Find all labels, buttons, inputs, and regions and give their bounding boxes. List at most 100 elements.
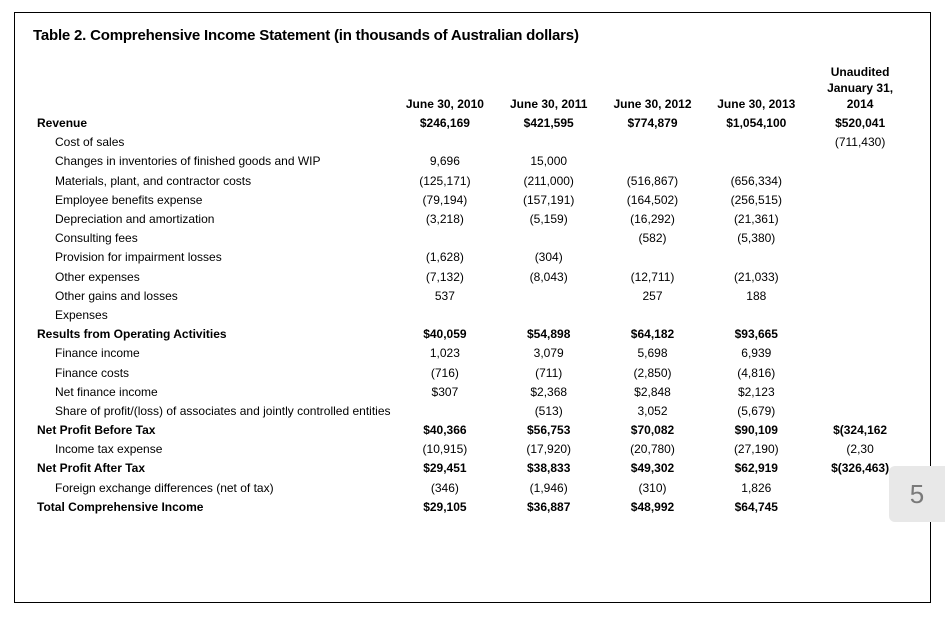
cell-value: (17,920) — [497, 440, 601, 459]
cell-value: $774,879 — [601, 114, 705, 133]
cell-value — [808, 305, 912, 324]
cell-value: (656,334) — [704, 171, 808, 190]
col-header: June 30, 2011 — [497, 62, 601, 114]
table-row: Income tax expense(10,915)(17,920)(20,78… — [33, 440, 912, 459]
col-header-label: June 30, 2011 — [510, 97, 587, 111]
table-row: Results from Operating Activities$40,059… — [33, 325, 912, 344]
table-row: Other expenses(7,132)(8,043)(12,711)(21,… — [33, 267, 912, 286]
cell-value: (346) — [393, 478, 497, 497]
cell-value — [497, 286, 601, 305]
cell-value: $93,665 — [704, 325, 808, 344]
cell-value — [808, 171, 912, 190]
cell-value: 5,698 — [601, 344, 705, 363]
header-spacer — [33, 62, 393, 114]
row-label: Finance income — [33, 344, 393, 363]
table-row: Net finance income$307$2,368$2,848$2,123 — [33, 382, 912, 401]
cell-value: $40,059 — [393, 325, 497, 344]
table-row: Net Profit After Tax$29,451$38,833$49,30… — [33, 459, 912, 478]
row-label: Revenue — [33, 114, 393, 133]
table-head: June 30, 2010 June 30, 2011 June 30, 201… — [33, 62, 912, 114]
cell-value: (21,361) — [704, 210, 808, 229]
table-row: Other gains and losses537257188 — [33, 286, 912, 305]
col-header: June 30, 2012 — [601, 62, 705, 114]
cell-value: $421,595 — [497, 114, 601, 133]
cell-value: (8,043) — [497, 267, 601, 286]
cell-value: (516,867) — [601, 171, 705, 190]
cell-value: $62,919 — [704, 459, 808, 478]
cell-value: $520,041 — [808, 114, 912, 133]
cell-value: 537 — [393, 286, 497, 305]
table-row: Depreciation and amortization(3,218)(5,1… — [33, 210, 912, 229]
cell-value: $48,992 — [601, 497, 705, 516]
cell-value: (164,502) — [601, 190, 705, 209]
cell-value: 3,052 — [601, 401, 705, 420]
row-label: Employee benefits expense — [33, 190, 393, 209]
cell-value — [704, 248, 808, 267]
cell-value: $307 — [393, 382, 497, 401]
cell-value: 257 — [601, 286, 705, 305]
cell-value: (79,194) — [393, 190, 497, 209]
cell-value — [808, 229, 912, 248]
cell-value: $29,451 — [393, 459, 497, 478]
cell-value: (16,292) — [601, 210, 705, 229]
cell-value: (5,380) — [704, 229, 808, 248]
page: Table 2. Comprehensive Income Statement … — [0, 0, 945, 617]
cell-value — [808, 190, 912, 209]
table-row: Net Profit Before Tax$40,366$56,753$70,0… — [33, 421, 912, 440]
cell-value: (7,132) — [393, 267, 497, 286]
table-row: Foreign exchange differences (net of tax… — [33, 478, 912, 497]
table-row: Employee benefits expense(79,194)(157,19… — [33, 190, 912, 209]
cell-value: (4,816) — [704, 363, 808, 382]
cell-value: $246,169 — [393, 114, 497, 133]
cell-value — [704, 305, 808, 324]
cell-value: (21,033) — [704, 267, 808, 286]
table-row: Provision for impairment losses(1,628)(3… — [33, 248, 912, 267]
cell-value: $56,753 — [497, 421, 601, 440]
cell-value — [497, 133, 601, 152]
cell-value — [497, 229, 601, 248]
cell-value: (304) — [497, 248, 601, 267]
col-header: June 30, 2010 — [393, 62, 497, 114]
cell-value — [497, 305, 601, 324]
cell-value — [704, 152, 808, 171]
page-number: 5 — [910, 479, 924, 510]
row-label: Provision for impairment losses — [33, 248, 393, 267]
cell-value — [808, 401, 912, 420]
cell-value: (582) — [601, 229, 705, 248]
table-row: Total Comprehensive Income$29,105$36,887… — [33, 497, 912, 516]
cell-value: (125,171) — [393, 171, 497, 190]
row-label: Finance costs — [33, 363, 393, 382]
row-label: Share of profit/(loss) of associates and… — [33, 401, 393, 420]
cell-value: $2,368 — [497, 382, 601, 401]
cell-value: (20,780) — [601, 440, 705, 459]
row-label: Foreign exchange differences (net of tax… — [33, 478, 393, 497]
cell-value: 9,696 — [393, 152, 497, 171]
cell-value — [808, 248, 912, 267]
cell-value: $36,887 — [497, 497, 601, 516]
cell-value: $40,366 — [393, 421, 497, 440]
table-row: Finance costs(716)(711)(2,850)(4,816) — [33, 363, 912, 382]
cell-value — [808, 152, 912, 171]
cell-value: (310) — [601, 478, 705, 497]
cell-value: (10,915) — [393, 440, 497, 459]
row-label: Net finance income — [33, 382, 393, 401]
cell-value — [393, 133, 497, 152]
col-header-super: Unaudited — [812, 64, 908, 80]
row-label: Changes in inventories of finished goods… — [33, 152, 393, 171]
cell-value: (157,191) — [497, 190, 601, 209]
cell-value: $29,105 — [393, 497, 497, 516]
cell-value — [808, 363, 912, 382]
col-header-label: June 30, 2010 — [406, 97, 484, 111]
row-label: Depreciation and amortization — [33, 210, 393, 229]
cell-value: (513) — [497, 401, 601, 420]
cell-value: 1,826 — [704, 478, 808, 497]
cell-value: (2,850) — [601, 363, 705, 382]
cell-value: (12,711) — [601, 267, 705, 286]
header-row: June 30, 2010 June 30, 2011 June 30, 201… — [33, 62, 912, 114]
cell-value: $(324,162 — [808, 421, 912, 440]
cell-value: 1,023 — [393, 344, 497, 363]
row-label: Other expenses — [33, 267, 393, 286]
row-label: Cost of sales — [33, 133, 393, 152]
cell-value — [601, 133, 705, 152]
cell-value: 3,079 — [497, 344, 601, 363]
